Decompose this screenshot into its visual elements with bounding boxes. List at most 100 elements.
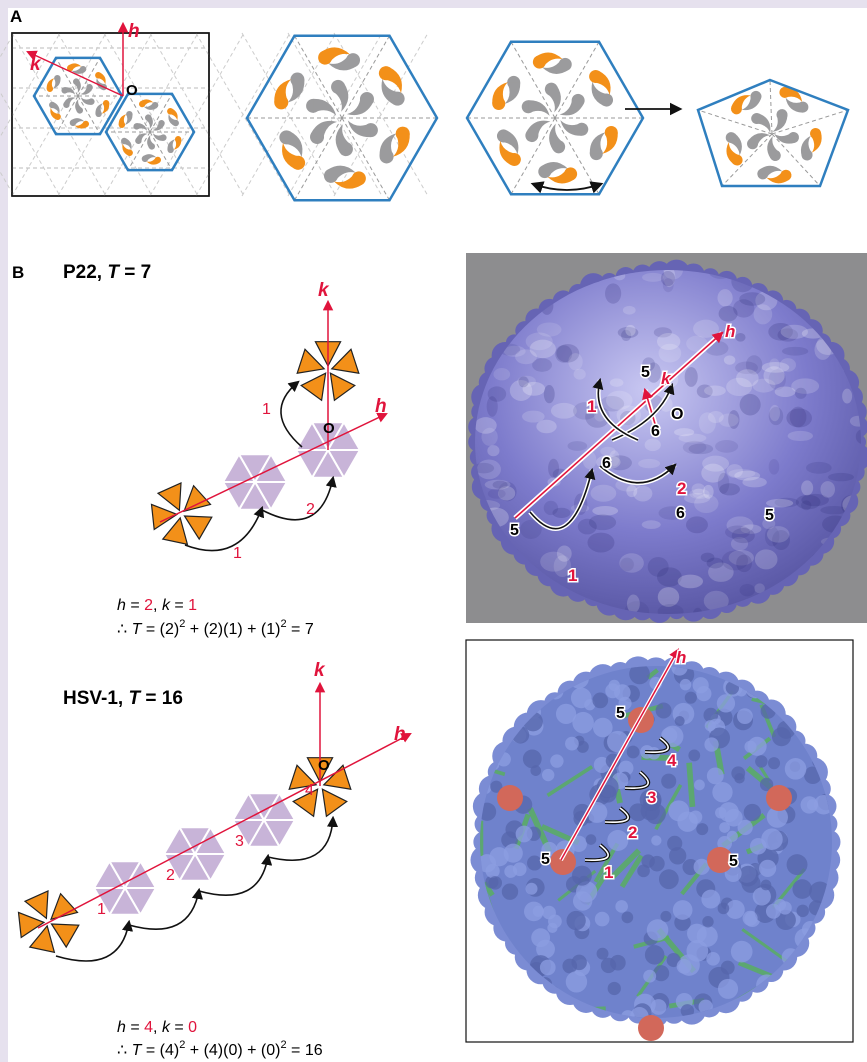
capsomer	[593, 718, 613, 738]
capsomer	[759, 860, 776, 877]
axis-label: h	[394, 724, 406, 745]
capsomer	[502, 883, 518, 899]
penton	[497, 785, 523, 811]
surface-bump	[493, 481, 508, 489]
surface-bump	[693, 320, 719, 338]
capsomer	[696, 823, 708, 835]
capsomer	[647, 919, 669, 941]
capsomer	[504, 844, 523, 863]
equation: ∴ T = (4)2 + (4)(0) + (0)2 = 16	[117, 1039, 323, 1059]
capsomer	[622, 912, 634, 924]
surface-bump	[707, 558, 724, 569]
step-label: 2	[306, 501, 315, 518]
surface-bump	[623, 306, 636, 315]
surface-bump	[704, 386, 726, 396]
surface-bump	[591, 485, 617, 502]
text: + (2)(1) + (1)	[185, 621, 280, 638]
figure: A h k O B P22, T = 7 k h O 1 2 1 h = 2, …	[0, 0, 867, 1062]
capsomer	[731, 766, 745, 780]
capsomer	[701, 890, 720, 909]
vertex-label: 5	[616, 705, 625, 722]
surface-bump	[718, 473, 729, 494]
capsomer	[743, 911, 758, 926]
capsomer	[696, 686, 711, 701]
capsomer	[592, 693, 608, 709]
capsomer	[542, 769, 554, 781]
surface-bump	[755, 549, 778, 569]
capsomer	[744, 804, 761, 821]
capsomer	[707, 767, 724, 784]
surface-bump	[487, 396, 498, 417]
surface-bump	[544, 385, 555, 403]
vertex-label: 6	[651, 423, 660, 440]
text: 2	[144, 597, 153, 614]
surface-bump	[806, 462, 832, 474]
surface-bump	[782, 347, 808, 356]
surface-bump	[493, 368, 510, 380]
step-label: 3	[235, 833, 244, 850]
text: 1	[188, 597, 197, 614]
surface-bump	[717, 289, 732, 306]
surface-bump	[715, 440, 738, 453]
capsomer	[607, 830, 628, 851]
capsomer	[761, 880, 772, 891]
capsid-surface	[475, 270, 861, 614]
capsomer	[705, 720, 716, 731]
text: =	[170, 597, 188, 614]
capsomer	[627, 746, 640, 759]
capsomer	[651, 835, 661, 845]
surface-bump	[724, 355, 736, 364]
surface-bump	[642, 520, 661, 529]
capsomer	[688, 750, 700, 762]
axis-label: k	[314, 660, 326, 681]
capsomer	[744, 741, 756, 753]
surface-bump	[740, 584, 755, 596]
surface-bump	[788, 431, 813, 441]
step-label: 1	[604, 863, 613, 882]
capsomer	[761, 828, 783, 850]
vertex-label: 6	[602, 455, 611, 472]
capsomer	[530, 765, 541, 776]
surface-bump	[606, 391, 633, 410]
capsomer	[680, 679, 692, 691]
axis-label: k	[661, 369, 672, 388]
surface-bump	[842, 389, 852, 404]
vertex-label: 6	[676, 505, 685, 522]
penton	[766, 785, 792, 811]
surface-bump	[694, 494, 718, 513]
surface-bump	[488, 489, 506, 499]
surface-bump	[536, 420, 556, 434]
capsomer	[523, 749, 542, 768]
capsomer	[571, 955, 586, 970]
surface-bump	[658, 587, 679, 607]
text: + (4)(0) + (0)	[185, 1042, 280, 1059]
capsomer	[675, 716, 685, 726]
text: ∴	[117, 621, 132, 638]
text: ,	[153, 597, 162, 614]
text: ∴	[117, 1042, 132, 1059]
text: 4	[144, 1019, 153, 1036]
capsomer	[737, 708, 753, 724]
surface-bump	[780, 358, 796, 372]
capsomer	[694, 780, 705, 791]
surface-bump	[587, 533, 614, 553]
step-label: 1	[233, 545, 242, 562]
surface-bump	[736, 555, 752, 573]
step-label: 2	[677, 479, 686, 498]
capsomer	[643, 970, 656, 983]
capsomer	[645, 945, 665, 965]
surface-bump	[828, 473, 854, 481]
step-label: 4	[667, 751, 677, 770]
origin-label: O	[126, 82, 138, 99]
text: = (2)	[141, 621, 179, 638]
surface-bump	[686, 516, 708, 533]
text: = (4)	[141, 1042, 179, 1059]
vertex-label: 5	[765, 507, 774, 524]
surface-bump	[567, 441, 587, 451]
capsomer	[597, 948, 609, 960]
text: ,	[153, 1019, 162, 1036]
penton	[638, 1015, 664, 1041]
capsomer	[677, 959, 692, 974]
capsomer	[566, 971, 587, 992]
axis-label: k	[30, 54, 42, 75]
